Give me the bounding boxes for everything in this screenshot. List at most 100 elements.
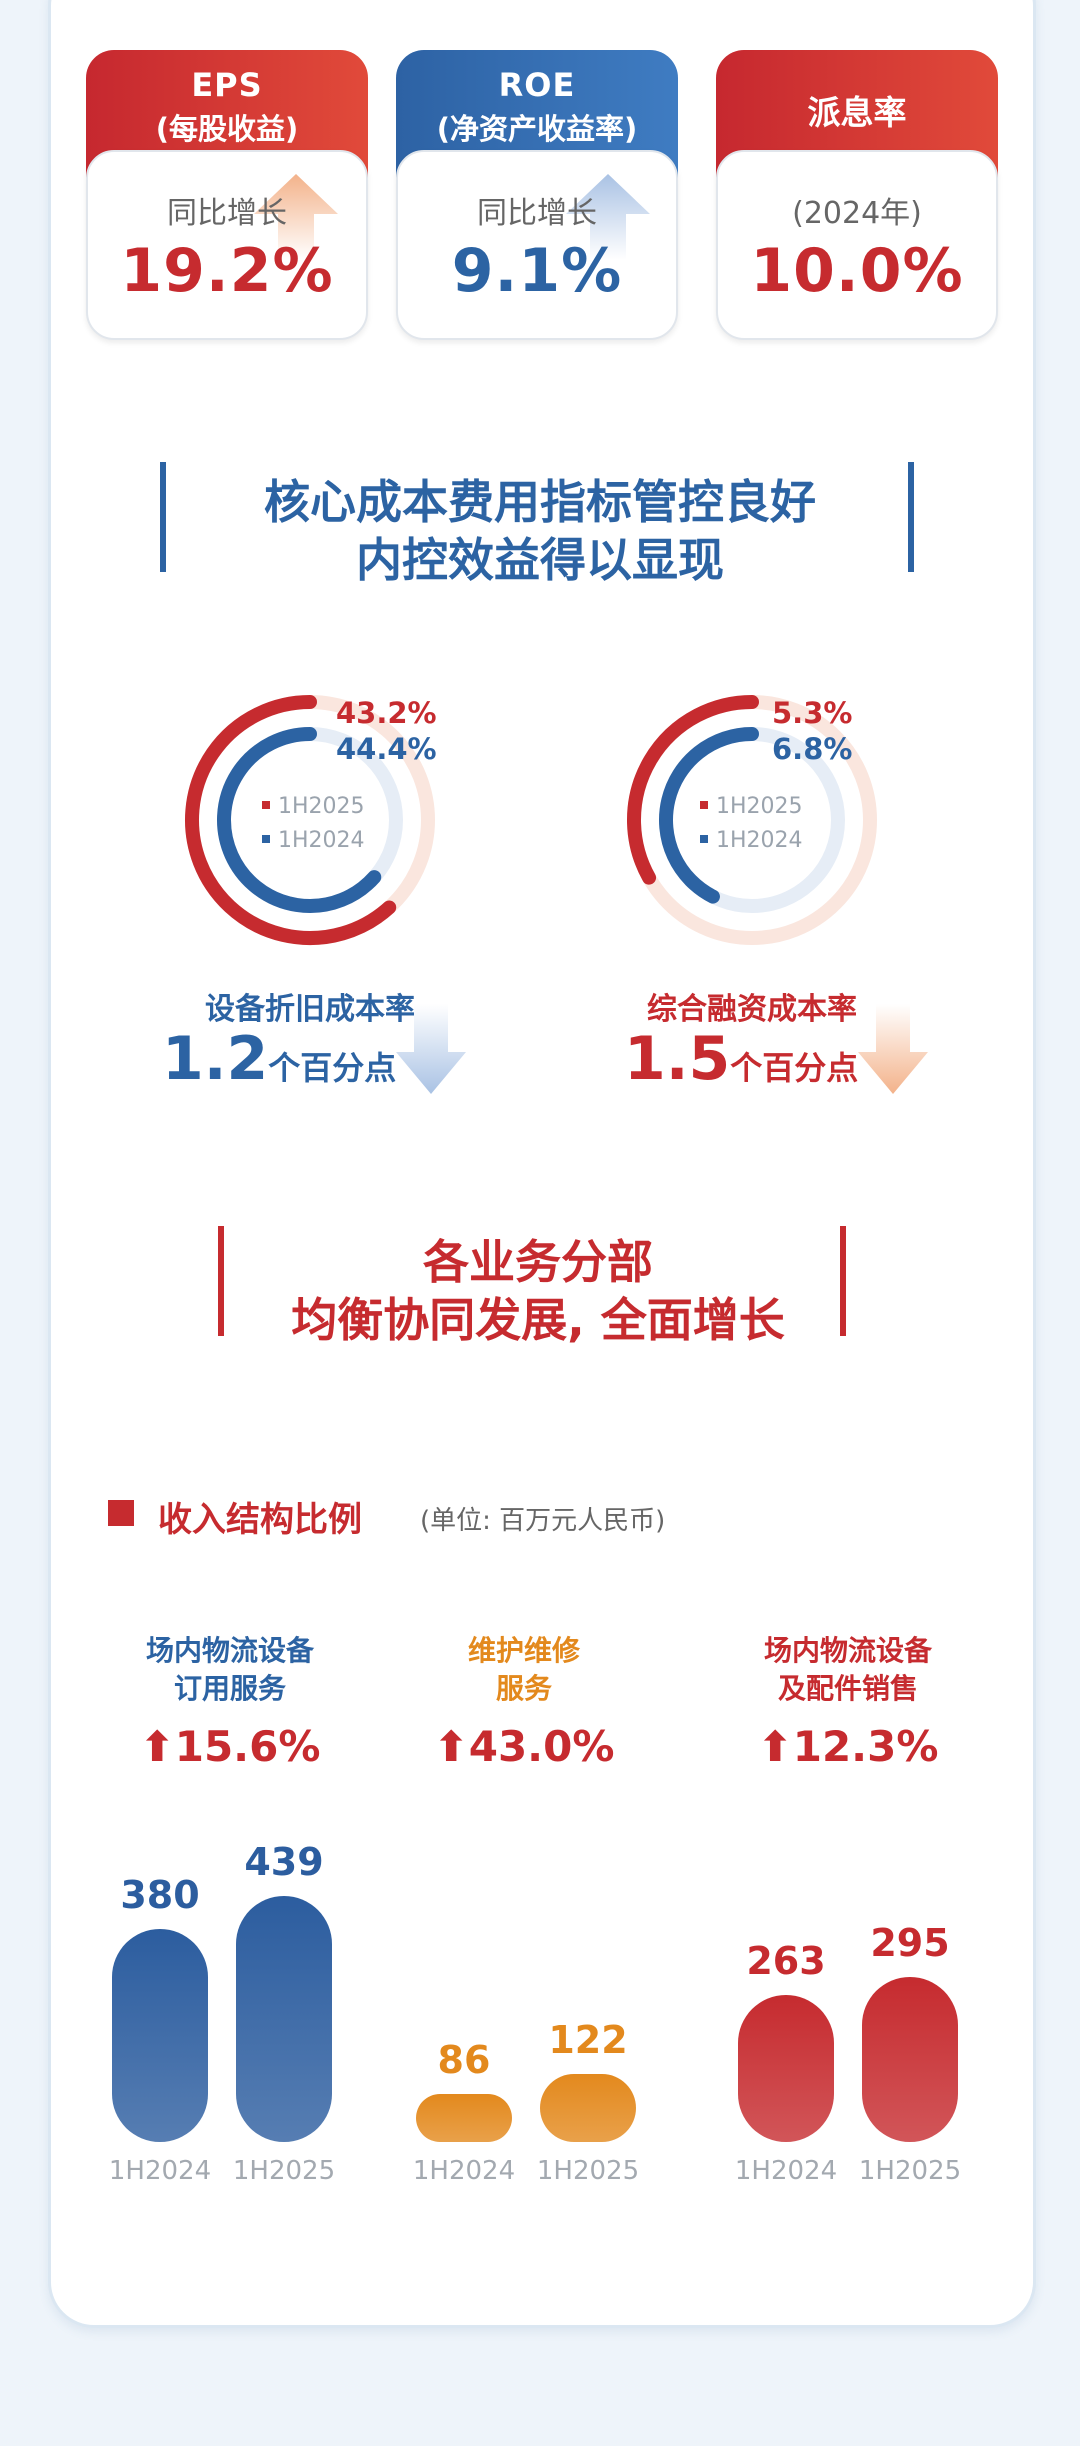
kpi-subtitle: (每股收益) bbox=[155, 112, 299, 146]
section-divider-right bbox=[908, 462, 914, 572]
arrow-down-icon bbox=[858, 1004, 928, 1094]
arrow-down-icon bbox=[396, 1004, 466, 1094]
legend-label: 1H2024 bbox=[278, 828, 365, 853]
revenue-bar-value: 439 bbox=[244, 1840, 324, 1885]
segment-growth-rental: ⬆15.6% bbox=[80, 1722, 380, 1771]
kpi-body: 同比增长 9.1% bbox=[396, 150, 678, 340]
revenue-bar-value: 295 bbox=[870, 1920, 950, 1965]
revenue-bar bbox=[862, 1976, 958, 2142]
segment-name-line2: 订用服务 bbox=[173, 1672, 286, 1705]
growth-value: 15.6% bbox=[174, 1722, 321, 1771]
revenue-bar-period: 1H2024 bbox=[108, 2156, 212, 2186]
kpi-value: 9.1% bbox=[451, 236, 623, 306]
segment-growth-sales: ⬆12.3% bbox=[698, 1722, 998, 1771]
cost-label-depreciation: 设备折旧成本率 bbox=[205, 992, 415, 1027]
kpi-caption: 同比增长 bbox=[477, 196, 597, 231]
revenue-bar-period: 1H2025 bbox=[858, 2156, 962, 2186]
donut-depreciation bbox=[185, 695, 435, 945]
kpi-body: 同比增长 19.2% bbox=[86, 150, 368, 340]
donut-pct-1h2024: 6.8% bbox=[772, 732, 853, 766]
donut-financing bbox=[627, 695, 877, 945]
cost-change-depreciation: 1.2个百分点 bbox=[162, 1024, 396, 1094]
section-marker bbox=[108, 1500, 134, 1526]
donut-arc-1h2024 bbox=[659, 727, 759, 904]
kpi-caption: (2024年) bbox=[792, 196, 922, 231]
revenue-bar bbox=[416, 2093, 512, 2142]
segment-name-sales: 场内物流设备 及配件销售 bbox=[698, 1632, 998, 1708]
content-panel bbox=[48, 0, 1036, 2328]
revenue-bar-value: 263 bbox=[746, 1938, 826, 1983]
kpi-subtitle: (净资产收益率) bbox=[436, 112, 638, 146]
revenue-bar-period: 1H2025 bbox=[232, 2156, 336, 2186]
legend-label: 1H2025 bbox=[278, 794, 365, 819]
arrow-up-icon bbox=[254, 174, 338, 260]
legend-dot bbox=[262, 801, 270, 809]
kpi-title: 派息率 bbox=[807, 93, 907, 132]
cost-change-unit: 个百分点 bbox=[268, 1049, 397, 1087]
section-subtitle-business: 均衡协同发展, 全面增长 bbox=[291, 1293, 785, 1347]
segment-name-line1: 场内物流设备 bbox=[763, 1634, 932, 1667]
donut-pct-1h2024: 44.4% bbox=[336, 732, 437, 766]
kpi-header: EPS (每股收益) bbox=[86, 50, 368, 180]
segment-growth-maintenance: ⬆43.0% bbox=[374, 1722, 674, 1771]
kpi-title: ROE bbox=[498, 66, 576, 104]
revenue-unit: (单位: 百万元人民币) bbox=[420, 1506, 666, 1536]
segment-name-maintenance: 维护维修 服务 bbox=[374, 1632, 674, 1708]
legend-1h2024: 1H2024 bbox=[700, 828, 803, 853]
segment-name-line1: 场内物流设备 bbox=[145, 1634, 314, 1667]
segment-name-line2: 服务 bbox=[495, 1672, 552, 1705]
cost-change-value: 1.2 bbox=[162, 1024, 269, 1094]
growth-up-icon: ⬆ bbox=[139, 1722, 175, 1771]
segment-name-line1: 维护维修 bbox=[467, 1634, 580, 1667]
cost-change-value: 1.5 bbox=[624, 1024, 731, 1094]
segment-name-rental: 场内物流设备 订用服务 bbox=[80, 1632, 380, 1708]
donut-pct-1h2025: 43.2% bbox=[336, 696, 437, 730]
cost-label-financing: 综合融资成本率 bbox=[647, 992, 857, 1027]
legend-label: 1H2025 bbox=[716, 794, 803, 819]
legend-dot bbox=[262, 835, 270, 843]
section-title-business: 各业务分部 bbox=[423, 1235, 653, 1289]
donut-arc-1h2025 bbox=[185, 695, 397, 945]
kpi-value: 10.0% bbox=[750, 236, 964, 306]
legend-dot bbox=[700, 835, 708, 843]
growth-value: 12.3% bbox=[792, 1722, 939, 1771]
revenue-bar bbox=[540, 2073, 636, 2142]
donut-arc-1h2024 bbox=[217, 727, 382, 913]
kpi-title: EPS bbox=[191, 66, 263, 104]
kpi-value: 19.2% bbox=[120, 236, 334, 306]
section-title-cost: 核心成本费用指标管控良好 bbox=[264, 475, 816, 529]
kpi-caption: 同比增长 bbox=[167, 196, 287, 231]
legend-label: 1H2024 bbox=[716, 828, 803, 853]
arrow-up-icon bbox=[566, 174, 650, 260]
kpi-card-roe: ROE (净资产收益率) 同比增长 9.1% bbox=[396, 50, 678, 340]
section-divider-right bbox=[840, 1226, 846, 1336]
revenue-bar-period: 1H2024 bbox=[734, 2156, 838, 2186]
section-divider-left bbox=[218, 1226, 224, 1336]
kpi-body: (2024年) 10.0% bbox=[716, 150, 998, 340]
legend-1h2025: 1H2025 bbox=[700, 794, 803, 819]
donut-pct-1h2025: 5.3% bbox=[772, 696, 853, 730]
revenue-bar-value: 122 bbox=[548, 2017, 628, 2062]
revenue-bar bbox=[738, 1994, 834, 2142]
kpi-card-eps: EPS (每股收益) 同比增长 19.2% bbox=[86, 50, 368, 340]
revenue-title: 收入结构比例 bbox=[158, 1500, 362, 1540]
section-divider-left bbox=[160, 462, 166, 572]
section-subtitle-cost: 内控效益得以显现 bbox=[356, 533, 724, 587]
revenue-bar-period: 1H2024 bbox=[412, 2156, 516, 2186]
revenue-bar-period: 1H2025 bbox=[536, 2156, 640, 2186]
cost-change-financing: 1.5个百分点 bbox=[624, 1024, 858, 1094]
legend-1h2024: 1H2024 bbox=[262, 828, 365, 853]
revenue-bar-value: 380 bbox=[120, 1873, 200, 1918]
revenue-bar bbox=[112, 1929, 208, 2142]
growth-up-icon: ⬆ bbox=[757, 1722, 793, 1771]
legend-1h2025: 1H2025 bbox=[262, 794, 365, 819]
kpi-card-payout: 派息率 (2024年) 10.0% bbox=[716, 50, 998, 340]
segment-name-line2: 及配件销售 bbox=[777, 1672, 918, 1705]
growth-value: 43.0% bbox=[468, 1722, 615, 1771]
growth-up-icon: ⬆ bbox=[433, 1722, 469, 1771]
revenue-bar-value: 86 bbox=[437, 2037, 491, 2082]
revenue-bar bbox=[236, 1896, 332, 2142]
legend-dot bbox=[700, 801, 708, 809]
cost-change-unit: 个百分点 bbox=[730, 1049, 859, 1087]
donut-arc-1h2025 bbox=[627, 695, 759, 885]
